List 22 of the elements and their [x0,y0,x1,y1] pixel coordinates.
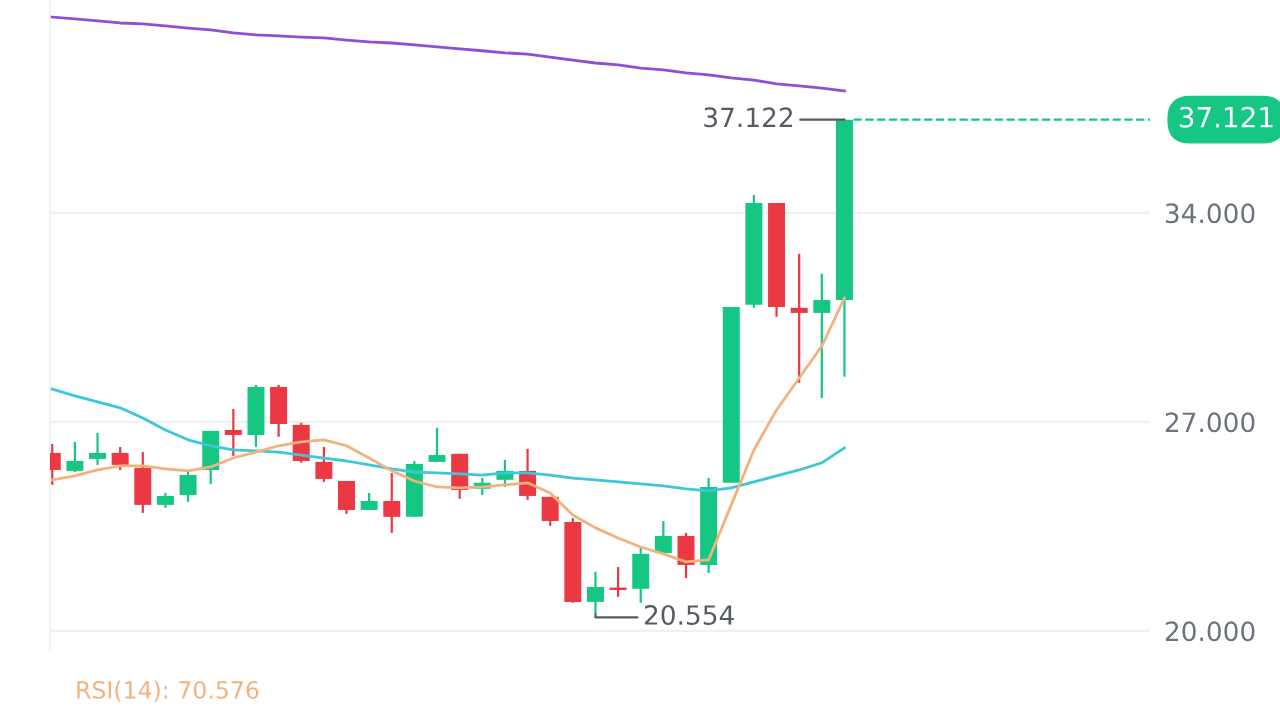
annotation: 37.122 [704,107,793,128]
candlestick [66,440,84,474]
candlestick [89,431,107,466]
candlestick [586,570,604,616]
candlestick [111,445,129,472]
candlestick [315,445,333,484]
y-tick-label: 27.000 [1165,412,1255,433]
line-series [50,15,846,93]
candlestick [224,407,242,458]
ref-line-label: 37.121 [1179,106,1273,128]
line-series [50,387,846,493]
candlestick [428,426,446,464]
y-tick-label: 34.000 [1165,203,1255,224]
text: RSI(14): 70.576 [77,680,259,702]
candlestick [654,519,672,555]
annotation: 20.554 [644,605,734,625]
line-series [50,296,846,564]
candlestick [790,252,808,384]
candlestick [383,471,401,535]
candlestick [813,272,831,400]
candlestick [179,470,197,504]
y-tick-label: 20.000 [1165,621,1255,642]
